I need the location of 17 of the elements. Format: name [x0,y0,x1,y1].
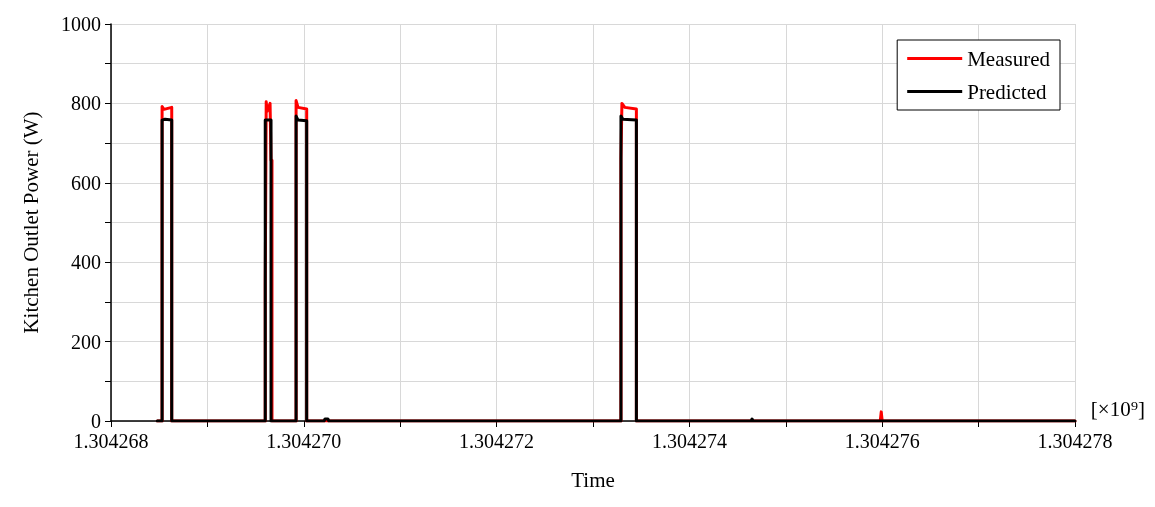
x-tick-label: 1.304274 [651,430,727,452]
x-tick-label: 1.304270 [266,430,342,452]
y-tick-label: 400 [71,251,101,274]
y-tick-label: 0 [91,410,101,432]
y-axis-title: Kitchen Outlet Power (W) [18,111,43,334]
x-tick-label: 1.304278 [1037,430,1113,452]
x-tick-label: 1.304272 [459,430,535,452]
text: [×10⁹] [1090,396,1146,421]
x-axis-title: Time [571,467,615,492]
legend-label: Measured [967,46,1051,71]
y-tick-label: 800 [71,92,101,115]
legend-label: Predicted [967,79,1047,104]
y-tick-label: 200 [71,330,101,353]
y-tick-label: 1000 [61,13,101,35]
x-tick-label: 1.304268 [73,430,149,452]
x-tick-label: 1.304276 [844,430,920,452]
y-tick-label: 600 [71,171,101,194]
